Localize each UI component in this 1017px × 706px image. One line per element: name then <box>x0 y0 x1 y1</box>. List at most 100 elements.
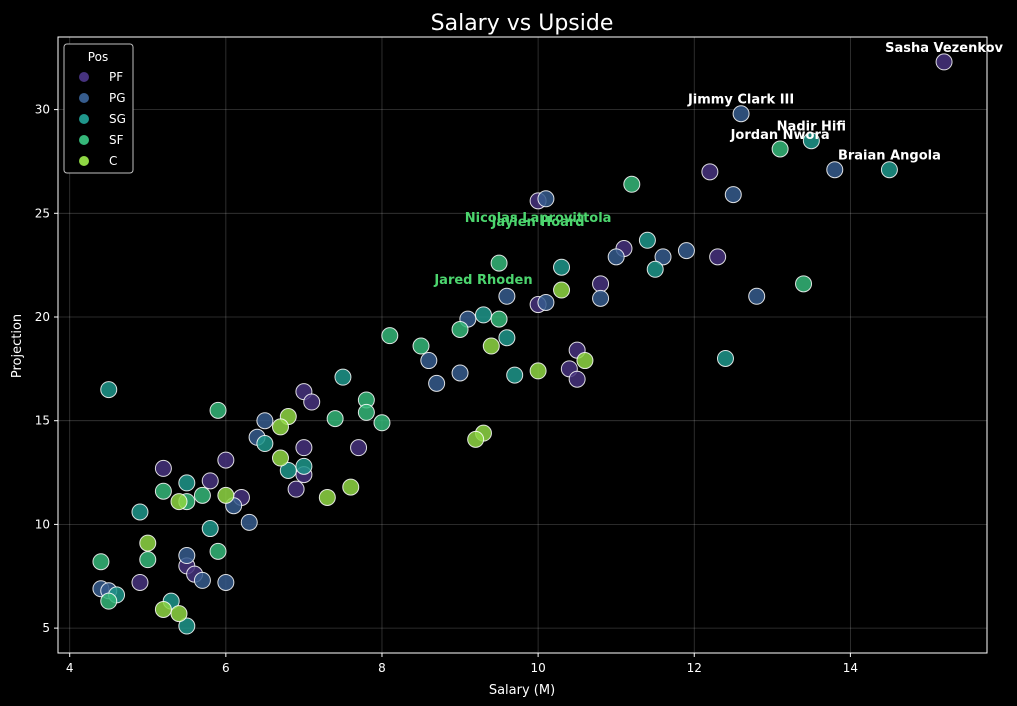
data-point-sg <box>178 474 196 492</box>
data-point-pg <box>420 352 438 370</box>
data-point-pg <box>677 242 695 260</box>
data-point-sg <box>498 329 516 347</box>
data-point-pf <box>217 451 235 469</box>
x-axis-label: Salary (M) <box>489 683 555 698</box>
data-point-sg <box>646 260 664 278</box>
annotation-label: Sasha Vezenkov <box>885 41 1003 56</box>
data-point-c <box>271 418 289 436</box>
data-point-sf <box>139 551 157 569</box>
grid <box>58 37 987 653</box>
legend-label: PF <box>109 70 123 84</box>
data-point-c <box>271 449 289 467</box>
annotation-label: Nadir Hifi <box>777 120 846 135</box>
data-point-sf <box>357 403 375 421</box>
data-point-sf <box>795 275 813 293</box>
data-point-c <box>467 430 485 448</box>
data-points <box>92 53 953 635</box>
data-point-sf <box>623 175 641 193</box>
y-tick-label: 15 <box>35 414 50 428</box>
data-point-c <box>217 486 235 504</box>
x-tick-label: 4 <box>66 661 74 675</box>
x-tick-label: 8 <box>378 661 386 675</box>
data-point-sg <box>880 161 898 179</box>
legend-marker-pf <box>79 72 89 82</box>
x-tick-label: 14 <box>843 661 858 675</box>
data-point-pf <box>350 439 368 457</box>
data-point-pf <box>295 439 313 457</box>
data-point-sg <box>716 349 734 367</box>
data-point-sf <box>490 310 508 328</box>
annotation-label: Jordan Nwora <box>730 128 830 143</box>
data-point-pg <box>240 513 258 531</box>
data-point-sg <box>802 132 820 150</box>
data-point-pf <box>287 480 305 498</box>
data-point-pg <box>654 248 672 266</box>
y-tick-label: 25 <box>35 206 50 220</box>
data-point-sg <box>474 306 492 324</box>
data-point-pf <box>568 370 586 388</box>
annotation-label: Jaylen Hoard <box>491 215 585 230</box>
data-point-sf <box>193 486 211 504</box>
data-point-sg <box>638 231 656 249</box>
data-point-sg <box>506 366 524 384</box>
legend-label: PG <box>109 91 126 105</box>
data-point-pf <box>592 275 610 293</box>
data-point-sf <box>381 327 399 345</box>
annotation-label: Braian Angola <box>838 149 941 164</box>
axis-ticks: 4 6 8 10 12 14 5 10 15 20 25 30 <box>35 103 858 675</box>
legend-label: SF <box>109 133 124 147</box>
data-point-c <box>342 478 360 496</box>
data-point-c <box>529 362 547 380</box>
y-tick-label: 20 <box>35 310 50 324</box>
annotation-label: Nicolas Laprovittola <box>465 211 612 226</box>
data-point-sg <box>553 258 571 276</box>
data-point-c <box>170 605 188 623</box>
data-point-sf <box>92 553 110 571</box>
data-point-c <box>170 493 188 511</box>
data-point-c <box>139 534 157 552</box>
legend-title: Pos <box>88 50 108 64</box>
legend: Pos PF PG SG SF C <box>63 43 134 174</box>
data-point-pg <box>732 105 750 123</box>
legend-marker-sg <box>79 114 89 124</box>
data-point-pg <box>748 287 766 305</box>
x-tick-label: 12 <box>687 661 702 675</box>
data-point-pg <box>498 287 516 305</box>
data-point-sg <box>334 368 352 386</box>
data-point-sg <box>178 617 196 635</box>
data-point-sf <box>209 401 227 419</box>
data-point-sg <box>295 457 313 475</box>
annotation-label: Jimmy Clark III <box>687 93 794 108</box>
legend-marker-sf <box>79 135 89 145</box>
data-point-pg <box>607 248 625 266</box>
data-point-pg <box>193 571 211 589</box>
data-point-pf <box>935 53 953 71</box>
data-point-sf <box>451 320 469 338</box>
data-point-sg <box>201 520 219 538</box>
data-point-sf <box>373 414 391 432</box>
y-axis-label: Projection <box>10 314 25 378</box>
data-point-c <box>482 337 500 355</box>
legend-marker-c <box>79 156 89 166</box>
data-point-pg <box>428 374 446 392</box>
data-point-sf <box>209 542 227 560</box>
data-point-pf <box>154 459 172 477</box>
data-point-pg <box>537 293 555 311</box>
data-point-c <box>154 600 172 618</box>
data-point-sg <box>100 381 118 399</box>
data-point-c <box>318 488 336 506</box>
legend-label: SG <box>109 112 126 126</box>
data-point-pg <box>724 186 742 204</box>
data-point-pg <box>451 364 469 382</box>
x-tick-label: 6 <box>222 661 230 675</box>
data-point-sg <box>131 503 149 521</box>
data-point-pg <box>256 412 274 430</box>
chart-title: Salary vs Upside <box>431 11 614 36</box>
plot-frame <box>57 36 988 654</box>
data-point-pg <box>826 161 844 179</box>
data-point-sf <box>326 410 344 428</box>
y-tick-label: 5 <box>42 621 50 635</box>
data-point-pg <box>592 289 610 307</box>
